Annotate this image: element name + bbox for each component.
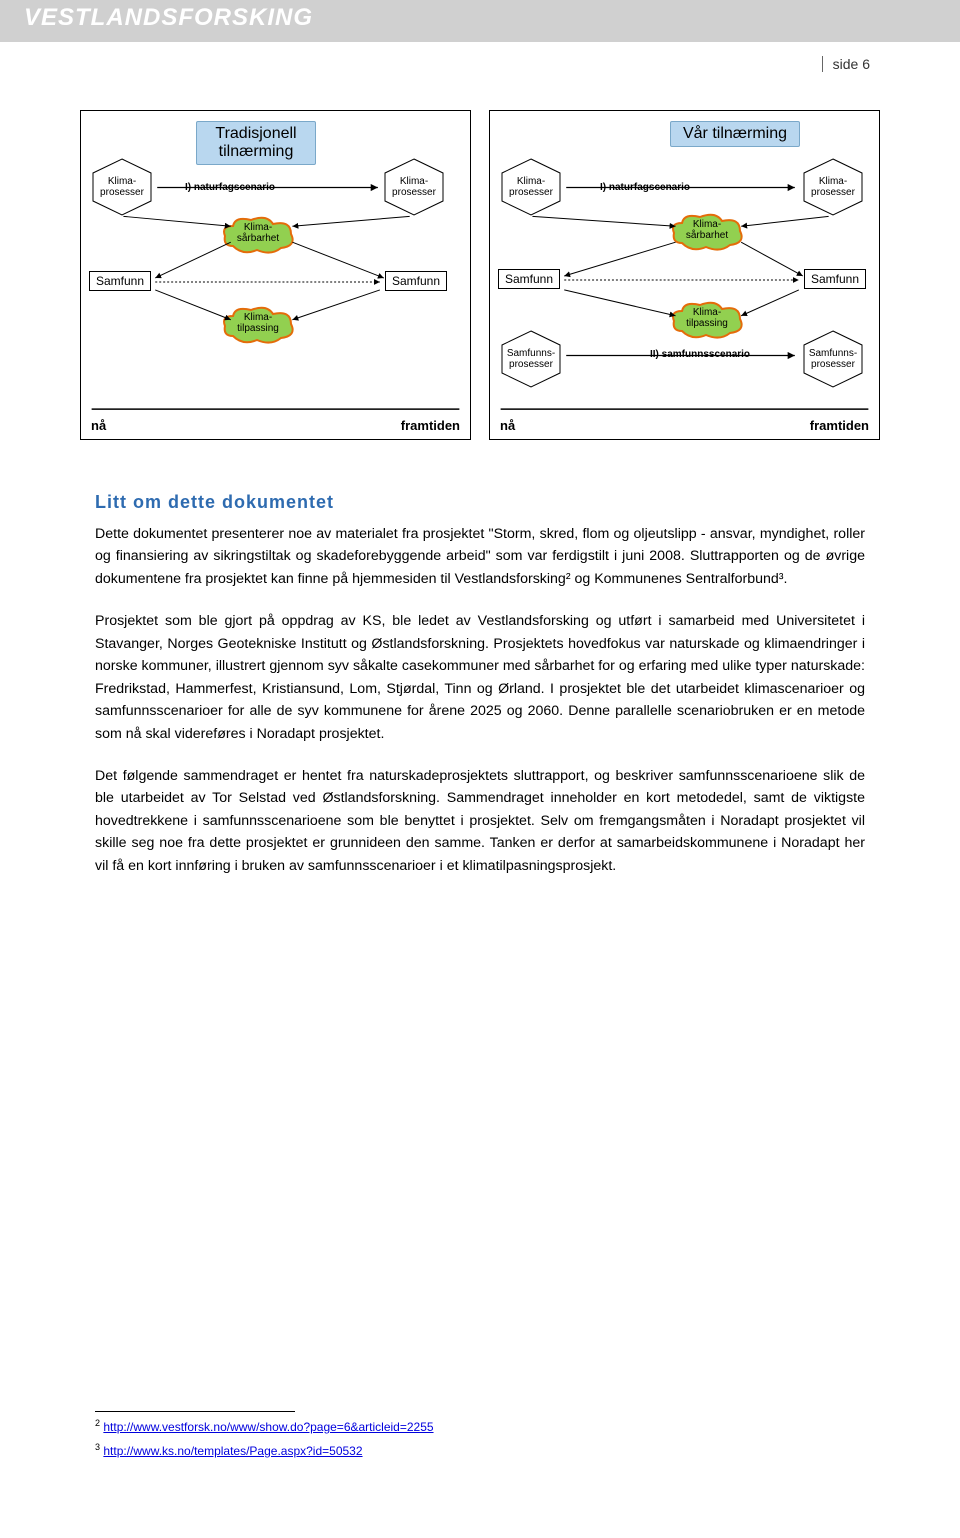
- cloud-tilpassing: Klima- tilpassing: [221, 306, 295, 344]
- samfunn-box-r-right: Samfunn: [804, 269, 866, 289]
- cloud-label: Klima- tilpassing: [686, 307, 728, 329]
- samfunn-box-right: Samfunn: [385, 271, 447, 291]
- diagram-panel-traditional: Tradisjonell tilnærming Klima- prosesser…: [80, 110, 471, 440]
- hex-label: Klima- prosesser: [100, 176, 144, 198]
- scenario-label-r1: I) naturfagscenario: [600, 182, 690, 193]
- hex-samfunnsprosesser-right: Samfunns- prosesser: [800, 329, 866, 389]
- samfunn-box-left: Samfunn: [89, 271, 151, 291]
- scenario-label-r2: II) samfunnsscenario: [650, 349, 750, 360]
- diagram-row: Tradisjonell tilnærming Klima- prosesser…: [80, 110, 880, 440]
- hex-klimaprosesser-left: Klima- prosesser: [89, 157, 155, 217]
- cloud-label: Klima- tilpassing: [237, 312, 279, 334]
- paragraph-3: Det følgende sammendraget er hentet fra …: [95, 765, 865, 877]
- hex-label: Klima- prosesser: [509, 176, 553, 198]
- footnotes: 2 http://www.vestforsk.no/www/show.do?pa…: [95, 1411, 865, 1466]
- footnote-3: 3 http://www.ks.no/templates/Page.aspx?i…: [95, 1442, 865, 1458]
- paragraph-2: Prosjektet som ble gjort på oppdrag av K…: [95, 610, 865, 745]
- approach-title-our: Vår tilnærming: [670, 121, 800, 147]
- hex-klimaprosesser-right: Klima- prosesser: [381, 157, 447, 217]
- hex-label: Samfunns- prosesser: [507, 348, 555, 370]
- scenario-label-1: I) naturfagscenario: [185, 182, 275, 193]
- footnote-rule: [95, 1411, 295, 1412]
- hex-klimaprosesser-right2: Klima- prosesser: [800, 157, 866, 217]
- samfunn-box-r-left: Samfunn: [498, 269, 560, 289]
- hex-samfunnsprosesser-left: Samfunns- prosesser: [498, 329, 564, 389]
- content-body: Litt om dette dokumentet Dette dokumente…: [95, 492, 865, 897]
- hex-label: Klima- prosesser: [392, 176, 436, 198]
- hex-label: Klima- prosesser: [811, 176, 855, 198]
- paragraph-1: Dette dokumentet presenterer noe av mate…: [95, 523, 865, 590]
- brand-text: VESTLANDSFORSKING: [24, 4, 313, 32]
- timeline-now: nå: [91, 418, 106, 433]
- cloud-saarbarhet-r: Klima- sårbarhet: [670, 213, 744, 251]
- approach-title-traditional: Tradisjonell tilnærming: [196, 121, 316, 165]
- diagram-panel-our: Vår tilnærming Klima- prosesser Klima- p…: [489, 110, 880, 440]
- hex-klimaprosesser-left2: Klima- prosesser: [498, 157, 564, 217]
- footnote-link-2[interactable]: http://www.vestforsk.no/www/show.do?page…: [103, 1420, 433, 1434]
- timeline-now-r: nå: [500, 418, 515, 433]
- timeline-future-r: framtiden: [810, 418, 869, 433]
- footnote-2: 2 http://www.vestforsk.no/www/show.do?pa…: [95, 1418, 865, 1434]
- page-number: side 6: [822, 56, 870, 72]
- cloud-saarbarhet: Klima- sårbarhet: [221, 216, 295, 254]
- footnote-num-3: 3: [95, 1442, 100, 1452]
- timeline-future: framtiden: [401, 418, 460, 433]
- cloud-label: Klima- sårbarhet: [686, 219, 728, 241]
- cloud-tilpassing-r: Klima- tilpassing: [670, 301, 744, 339]
- footnote-link-3[interactable]: http://www.ks.no/templates/Page.aspx?id=…: [103, 1444, 362, 1458]
- section-title: Litt om dette dokumentet: [95, 492, 865, 513]
- hex-label: Samfunns- prosesser: [809, 348, 857, 370]
- cloud-label: Klima- sårbarhet: [237, 222, 279, 244]
- footnote-num-2: 2: [95, 1418, 100, 1428]
